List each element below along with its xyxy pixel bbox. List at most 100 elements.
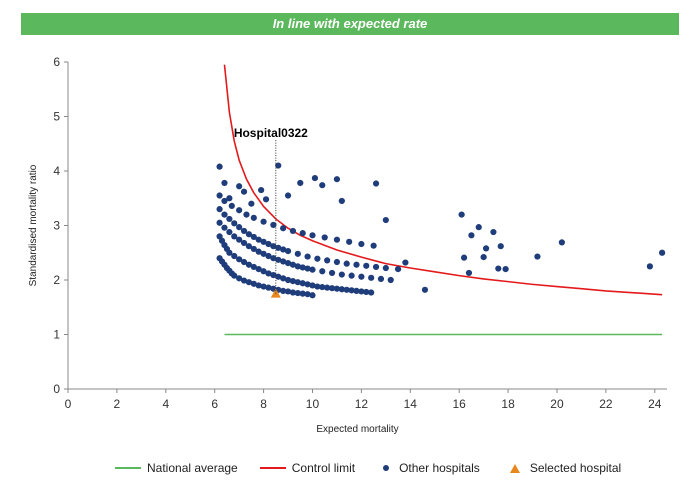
- other-hospital-point: [255, 236, 262, 243]
- x-tick-label: 12: [355, 397, 369, 411]
- other-hospital-point: [309, 292, 316, 299]
- other-hospital-point: [284, 260, 292, 267]
- national-average-swatch: [115, 467, 141, 469]
- other-hospital-point: [289, 261, 297, 268]
- other-hospital-point: [294, 279, 301, 286]
- y-tick-label: 5: [53, 110, 60, 124]
- other-hospital-point: [534, 253, 541, 260]
- y-tick-label: 6: [53, 55, 60, 69]
- other-hospital-point: [372, 180, 380, 187]
- other-hospital-point: [236, 236, 243, 243]
- other-hospital-point: [284, 288, 292, 295]
- other-hospital-point: [495, 265, 502, 272]
- other-hospital-point: [358, 240, 365, 248]
- other-hospital-point: [333, 176, 341, 183]
- other-hospital-point: [324, 257, 331, 264]
- other-hospital-point: [275, 162, 282, 169]
- other-hospital-point: [314, 255, 321, 262]
- other-hospital-point: [497, 243, 504, 250]
- other-hospital-point: [265, 284, 272, 291]
- other-hospital-point: [250, 214, 257, 221]
- other-hospital-point: [333, 285, 341, 292]
- other-hospital-point: [216, 219, 223, 226]
- other-hospital-point: [221, 179, 228, 187]
- control-limit-swatch: [259, 467, 286, 469]
- other-hospital-point: [319, 283, 326, 291]
- other-hospital-point: [321, 234, 328, 241]
- legend-label-selected-hospital: Selected hospital: [529, 461, 622, 475]
- other-hospital-point: [338, 197, 345, 205]
- other-hospital-point: [289, 289, 297, 296]
- other-hospital-point: [338, 271, 345, 278]
- annotation-label: Hospital0322: [234, 126, 308, 140]
- result-banner: In line with expected rate: [21, 13, 679, 35]
- other-hospital-point: [243, 211, 250, 218]
- other-hospital-point: [382, 264, 389, 272]
- other-hospital-point: [309, 232, 316, 239]
- other-hospital-point: [328, 269, 336, 277]
- other-hospital-point: [646, 263, 653, 270]
- other-hospital-point: [280, 287, 287, 294]
- other-hospital-point: [294, 263, 301, 270]
- other-hospital-point: [228, 202, 235, 209]
- other-hospital-point: [226, 249, 233, 256]
- other-hospital-point: [255, 266, 262, 273]
- other-hospital-point: [280, 258, 287, 265]
- other-hospital-point: [284, 248, 292, 255]
- y-axis-label: Standardised mortality ratio: [28, 164, 39, 286]
- other-hospital-point: [372, 263, 380, 271]
- other-hospital-point: [216, 192, 223, 199]
- other-hospital-point: [265, 252, 272, 260]
- other-hospital-point: [402, 259, 409, 266]
- other-hospital-point: [370, 242, 377, 249]
- other-hospital-point: [309, 282, 316, 289]
- other-hospital-point: [346, 238, 353, 245]
- x-tick-label: 2: [114, 397, 121, 411]
- legend-item-selected-hospital: Selected hospital: [502, 461, 621, 475]
- other-hospital-point: [280, 246, 287, 253]
- other-hospital-point: [240, 258, 248, 266]
- other-hospital-point: [377, 275, 385, 283]
- other-hospital-point: [480, 254, 487, 261]
- y-tick-label: 1: [53, 328, 60, 342]
- other-hospital-point: [353, 287, 360, 294]
- other-hospital-point: [284, 276, 292, 284]
- other-hospital-point: [270, 255, 277, 262]
- other-hospital-point: [275, 244, 282, 251]
- legend-label-other-hospitals: Other hospitals: [399, 461, 480, 475]
- other-hospital-point: [311, 174, 319, 182]
- other-hospital-point: [294, 250, 301, 257]
- other-hospital-point: [250, 280, 257, 287]
- x-axis-label: Expected mortality: [316, 424, 398, 435]
- other-hospital-point: [245, 279, 253, 286]
- other-hospital-point: [304, 281, 311, 288]
- other-hospital-point: [240, 188, 248, 195]
- x-tick-label: 24: [648, 397, 662, 411]
- x-tick-label: 20: [550, 397, 564, 411]
- other-hospital-point: [260, 238, 267, 245]
- x-tick-label: 10: [306, 397, 320, 411]
- other-hospital-point: [260, 218, 267, 225]
- other-hospital-point: [382, 216, 389, 224]
- other-hospital-point: [460, 254, 468, 261]
- x-tick-label: 18: [501, 397, 515, 411]
- other-hospital-point: [304, 291, 311, 298]
- other-hospital-point: [502, 266, 509, 273]
- other-hospital-point: [465, 269, 473, 277]
- other-hospital-point: [309, 266, 316, 273]
- other-hospital-point: [236, 224, 243, 231]
- x-tick-label: 0: [65, 397, 72, 411]
- other-hospital-point: [265, 270, 272, 277]
- other-hospital-point: [289, 227, 297, 235]
- other-hospital-point: [659, 249, 666, 256]
- other-hospital-point: [338, 286, 345, 293]
- other-hospital-point: [260, 283, 267, 290]
- legend-item-other-hospitals: Other hospitals: [377, 461, 480, 475]
- legend-label-national-average: National average: [147, 461, 238, 475]
- legend-label-control-limit: Control limit: [291, 461, 356, 475]
- other-hospital-point: [299, 280, 306, 287]
- other-hospital-point: [387, 276, 394, 284]
- other-hospital-point: [260, 250, 267, 257]
- other-hospital-point: [245, 231, 253, 238]
